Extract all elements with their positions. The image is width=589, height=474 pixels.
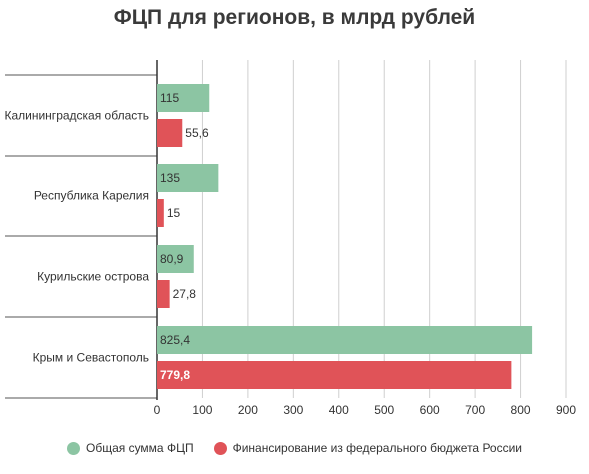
category-label: Курильские острова (37, 270, 149, 284)
x-tick-label: 900 (556, 403, 576, 417)
data-label: 80,9 (160, 252, 184, 266)
category-label: Калининградская область (4, 109, 149, 123)
bar-total (157, 164, 219, 192)
data-label: 779,8 (160, 368, 190, 382)
bar-federal (157, 199, 164, 227)
legend-swatch-federal (213, 441, 227, 455)
x-tick-label: 500 (374, 403, 394, 417)
x-tick-label: 200 (238, 403, 258, 417)
x-tick-label: 600 (420, 403, 440, 417)
legend: Общая сумма ФЦП Финансирование из федера… (0, 437, 589, 459)
bar-federal (157, 119, 183, 147)
bar-total (157, 245, 194, 273)
data-label: 55,6 (185, 126, 209, 140)
data-label: 115 (160, 91, 179, 105)
x-tick-label: 700 (465, 403, 485, 417)
x-tick-label: 400 (329, 403, 349, 417)
legend-item-total: Общая сумма ФЦП (66, 441, 194, 455)
bar-federal (157, 361, 512, 389)
bar-federal (157, 280, 170, 308)
x-tick-label: 300 (283, 403, 303, 417)
chart-title: ФЦП для регионов, в млрд рублей (113, 6, 476, 29)
x-tick-label: 0 (154, 403, 161, 417)
data-label: 825,4 (160, 333, 190, 347)
legend-label-federal: Финансирование из федерального бюджета Р… (232, 441, 522, 455)
bar-total (157, 326, 533, 354)
bar-total (157, 84, 210, 112)
category-label: Республика Карелия (34, 189, 149, 203)
data-label: 27,8 (173, 287, 197, 301)
legend-swatch-total (66, 441, 80, 455)
x-tick-label: 100 (192, 403, 212, 417)
x-tick-label: 800 (511, 403, 531, 417)
data-label: 15 (167, 206, 181, 220)
legend-item-federal: Финансирование из федерального бюджета Р… (213, 441, 522, 455)
category-label: Крым и Севастополь (33, 351, 149, 365)
data-label: 135 (160, 171, 180, 185)
legend-label-total: Общая сумма ФЦП (85, 441, 194, 455)
